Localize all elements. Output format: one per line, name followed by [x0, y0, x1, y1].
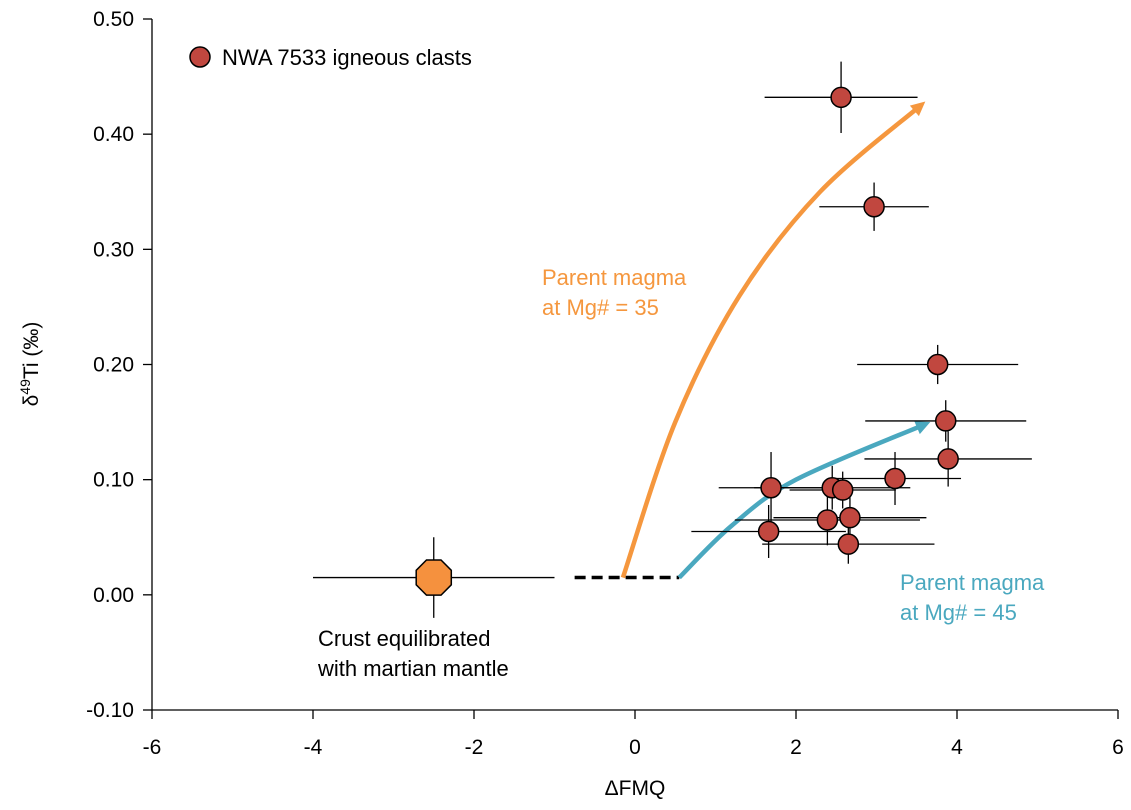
- point: [839, 506, 861, 529]
- crust-label: Crust equilibrated: [318, 626, 490, 651]
- point: [884, 467, 906, 490]
- trend-curve: [620, 103, 923, 579]
- x-tick-label: 0: [629, 736, 641, 759]
- y-tick-label: 0.30: [93, 238, 134, 261]
- legend-marker: [189, 46, 211, 68]
- arrowhead: [909, 101, 926, 117]
- point: [830, 86, 852, 109]
- x-tick-label: -2: [465, 736, 484, 759]
- y-label-part: δ: [20, 395, 43, 407]
- trend-curve: [677, 422, 926, 580]
- legend-label: NWA 7533 igneous clasts: [222, 45, 472, 70]
- x-tick-label: 6: [1112, 736, 1124, 759]
- y-tick-label: 0.10: [93, 469, 134, 492]
- curve-label: at Mg# = 35: [542, 295, 659, 320]
- curve-label: at Mg# = 45: [900, 600, 1017, 625]
- point: [837, 533, 860, 555]
- y-tick-label: 0.40: [93, 123, 134, 146]
- point: [937, 448, 959, 470]
- point: [863, 195, 885, 218]
- curve-label: Parent magma: [900, 570, 1045, 595]
- point: [415, 559, 453, 596]
- y-tick-label: 0.20: [93, 354, 134, 377]
- x-tick-label: -4: [304, 736, 323, 759]
- y-axis-label: δ49Ti (‰): [17, 322, 43, 407]
- x-axis-label: ΔFMQ: [605, 777, 666, 800]
- y-tick-label: 0.50: [93, 8, 134, 31]
- curve-label: Parent magma: [542, 265, 687, 290]
- crust-label: with martian mantle: [317, 656, 509, 681]
- point: [757, 520, 780, 543]
- x-tick-label: 4: [951, 736, 963, 759]
- point: [934, 410, 957, 432]
- x-tick-label: 2: [790, 736, 802, 759]
- y-label-part: Ti (‰): [20, 322, 43, 380]
- point: [760, 476, 782, 499]
- point: [816, 509, 839, 531]
- point: [831, 479, 854, 501]
- arrowhead: [914, 421, 931, 435]
- y-tick-label: 0.00: [93, 584, 134, 607]
- point: [926, 353, 949, 376]
- y-label-sup: 49: [17, 379, 33, 395]
- x-tick-label: -6: [143, 736, 162, 759]
- y-tick-label: -0.10: [86, 699, 134, 722]
